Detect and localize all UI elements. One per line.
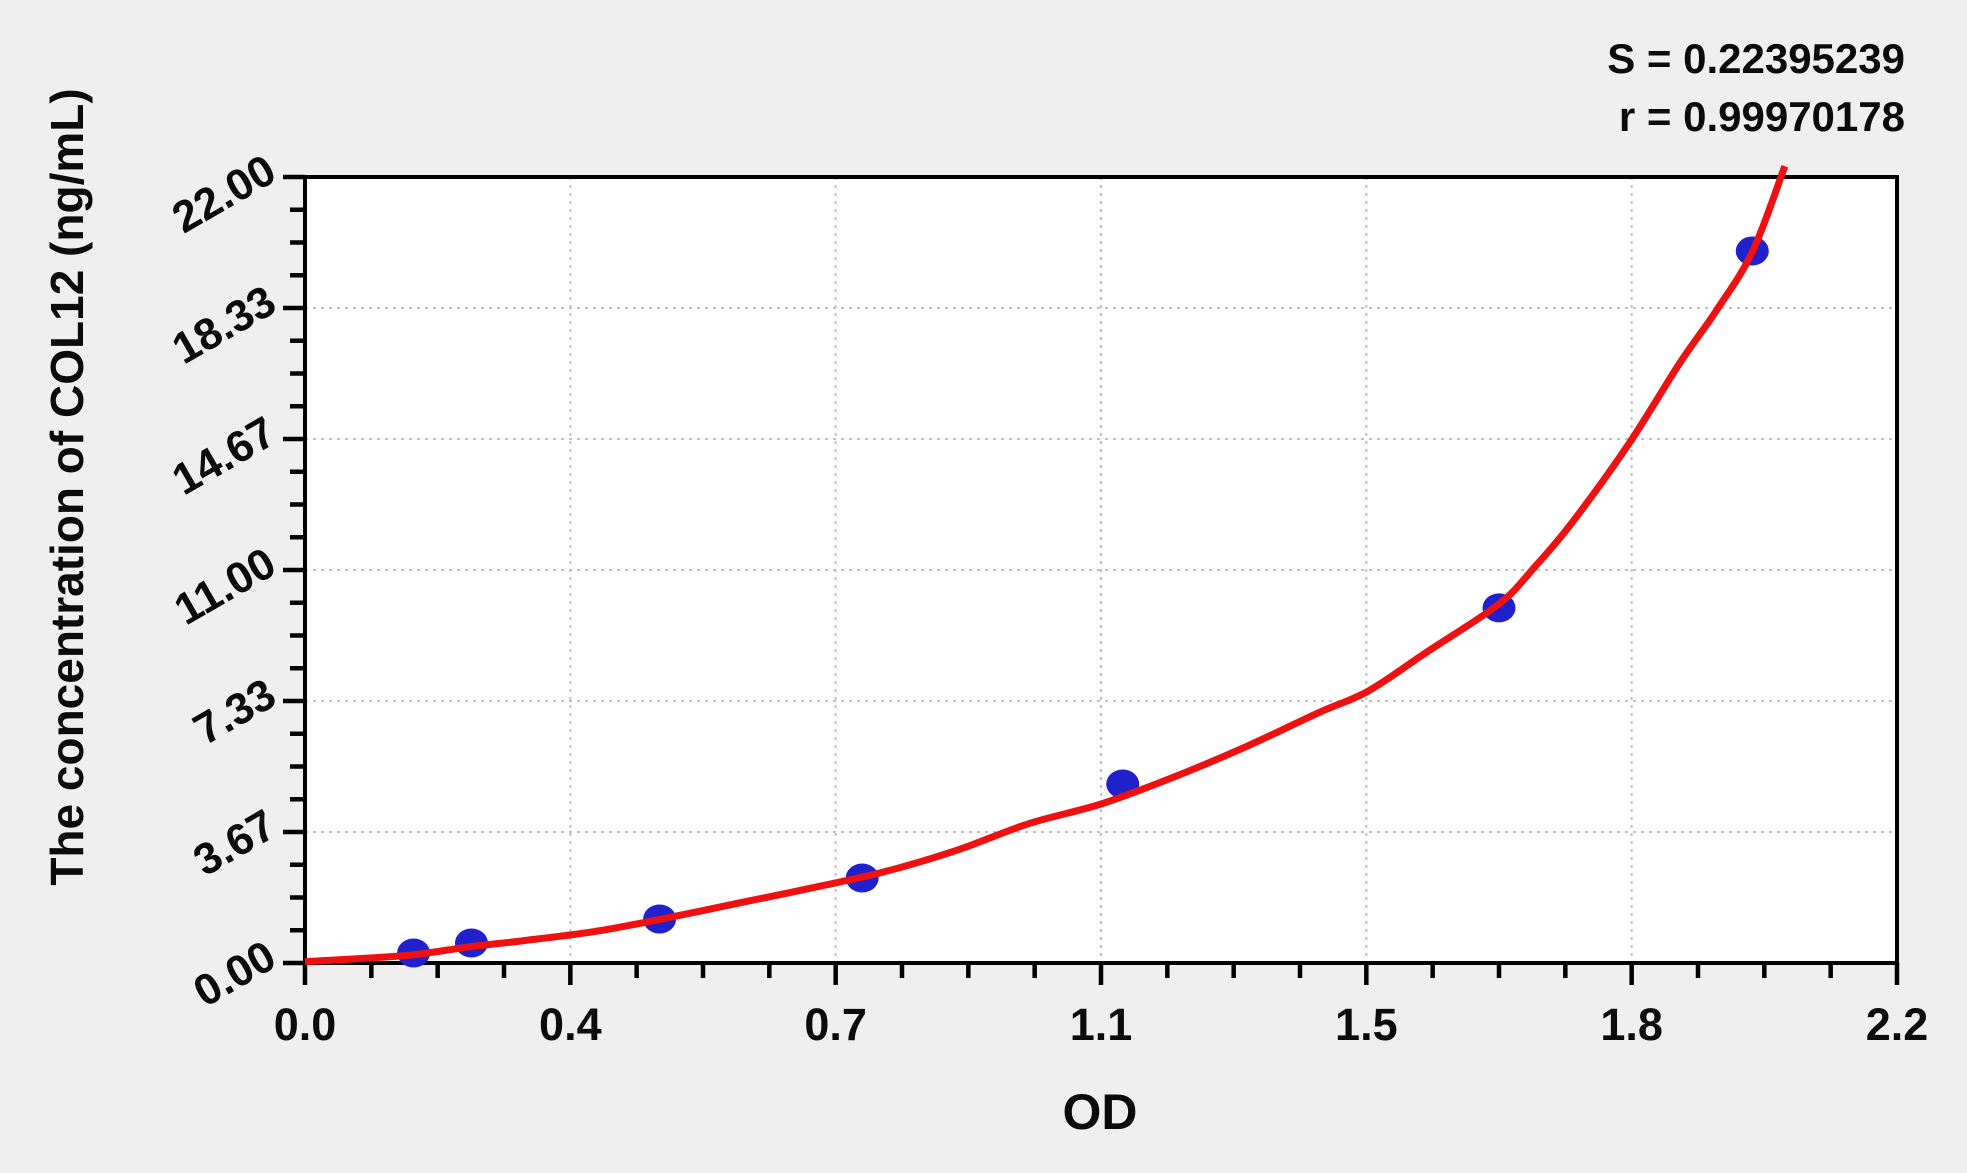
x-tick-label: 0.4 [539,999,602,1050]
standard-curve [304,165,1789,966]
x-tick-label: 1.8 [1600,999,1663,1050]
stat-r-value: r = 0.99970178 [1618,93,1905,140]
x-tick-label: 1.1 [1069,999,1133,1050]
stats-block: S = 0.22395239 r = 0.99970178 [1607,30,1905,146]
x-tick-label: 1.5 [1335,999,1398,1050]
stat-s-value: S = 0.22395239 [1607,35,1905,82]
x-axis-title: OD [1062,1084,1138,1140]
x-tick-label: 2.2 [1865,999,1929,1050]
x-tick-label: 0.7 [804,999,867,1050]
x-tick-label: 0.0 [273,999,337,1050]
y-axis-title: The concentration of COL12 (ng/mL) [41,88,93,886]
